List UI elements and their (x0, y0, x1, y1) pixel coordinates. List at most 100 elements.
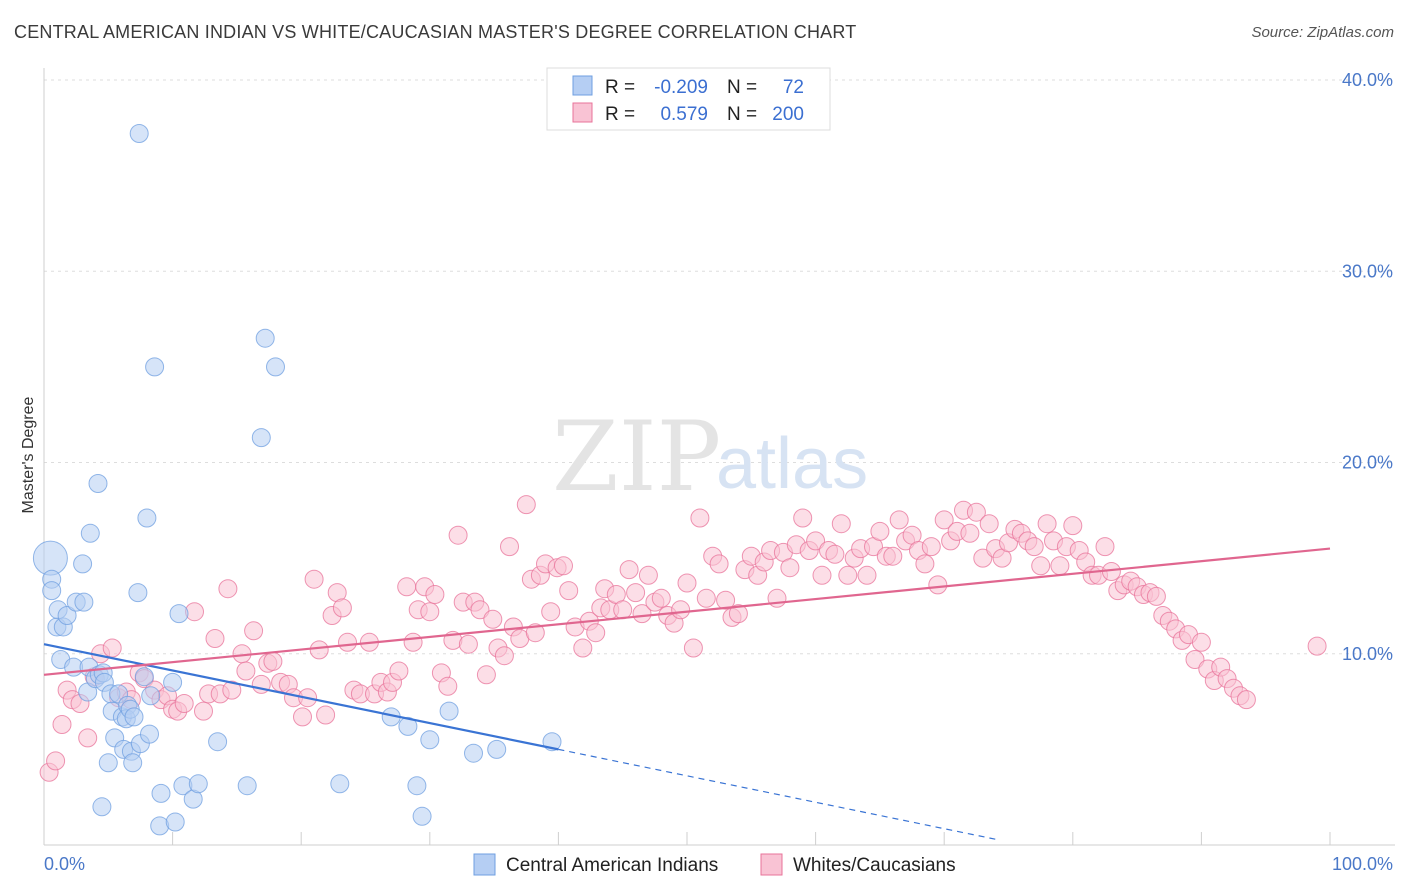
data-point-white-caucasian (831, 514, 851, 534)
data-point-white-caucasian (559, 581, 579, 601)
data-point-white-caucasian (1031, 556, 1051, 576)
data-point-central-american-indian (123, 753, 143, 773)
data-point-central-american-indian (73, 554, 93, 574)
data-point-white-caucasian (728, 604, 748, 624)
data-point-white-caucasian (244, 621, 264, 641)
data-point-central-american-indian (169, 604, 189, 624)
data-point-central-american-indian (92, 797, 112, 817)
data-point-white-caucasian (928, 575, 948, 595)
legend-r-value-2: 0.579 (660, 104, 708, 125)
data-point-central-american-indian (255, 328, 275, 348)
bottom-legend-label-blue: Central American Indians (506, 855, 718, 876)
data-point-white-caucasian (516, 495, 536, 515)
data-point-white-caucasian (425, 585, 445, 604)
data-point-white-caucasian (332, 598, 352, 618)
data-point-white-caucasian (1095, 537, 1115, 557)
data-point-central-american-indian (251, 428, 271, 448)
data-point-white-caucasian (293, 707, 312, 727)
data-point-white-caucasian (780, 558, 800, 578)
y-tick-label: 10.0% (1342, 644, 1393, 664)
data-point-white-caucasian (397, 577, 417, 597)
data-point-white-caucasian (218, 579, 238, 599)
data-point-white-caucasian (1024, 537, 1044, 557)
data-point-white-caucasian (194, 701, 213, 721)
data-point-central-american-indian (74, 592, 94, 612)
data-point-white-caucasian (889, 510, 909, 530)
data-point-central-american-indian (407, 776, 427, 796)
y-axis-label: Master's Degree (20, 396, 37, 513)
data-point-white-caucasian (309, 640, 329, 660)
data-point-central-american-indian (145, 357, 165, 377)
data-point-white-caucasian (696, 588, 716, 608)
data-point-central-american-indian (188, 774, 208, 794)
data-point-white-caucasian (1050, 556, 1070, 576)
data-point-white-caucasian (915, 554, 935, 574)
x-tick-labels: 0.0% 100.0% (44, 854, 1393, 874)
legend-r-value-1: -0.209 (654, 77, 708, 98)
data-point-central-american-indian (266, 357, 285, 377)
watermark-zip: ZIP (552, 401, 721, 513)
data-point-central-american-indian (398, 716, 418, 736)
bottom-legend-swatch-blue (473, 853, 496, 876)
data-point-white-caucasian (825, 544, 845, 564)
data-point-white-caucasian (573, 638, 593, 658)
data-point-white-caucasian (236, 661, 256, 681)
data-point-central-american-indian (420, 730, 440, 750)
data-point-white-caucasian (1146, 586, 1166, 606)
data-point-white-caucasian (1063, 516, 1083, 536)
y-tick-label: 40.0% (1342, 70, 1393, 90)
data-point-white-caucasian (1185, 650, 1205, 669)
trend-line-extension-central-american-indians (558, 748, 996, 840)
legend-n-label-1: N = (727, 77, 757, 98)
data-point-central-american-indian (237, 776, 257, 796)
data-point-central-american-indian (88, 474, 108, 493)
data-point-central-american-indian (134, 667, 154, 687)
legend-r-label-1: R = (605, 77, 635, 98)
data-point-white-caucasian (709, 554, 729, 574)
data-point-white-caucasian (78, 728, 98, 748)
data-point-white-caucasian (304, 569, 324, 589)
data-point-white-caucasian (448, 525, 468, 545)
data-point-white-caucasian (806, 531, 826, 551)
data-point-white-caucasian (619, 560, 639, 580)
x-tick-label-max: 100.0% (1332, 854, 1393, 874)
data-point-central-american-indian (80, 523, 100, 543)
data-point-white-caucasian (263, 651, 283, 671)
data-point-white-caucasian (476, 665, 496, 685)
data-point-central-american-indian (151, 783, 171, 803)
data-point-white-caucasian (973, 548, 993, 568)
series-legend: Central American Indians Whites/Caucasia… (473, 853, 956, 876)
data-point-white-caucasian (52, 715, 72, 734)
data-point-central-american-indian (124, 707, 144, 727)
x-tick-label-min: 0.0% (44, 854, 85, 874)
watermark: ZIP atlas (552, 401, 868, 513)
data-point-white-caucasian (960, 523, 980, 543)
data-point-white-caucasian (632, 604, 652, 624)
data-point-white-caucasian (389, 661, 409, 681)
data-point-white-caucasian (554, 556, 573, 576)
legend-n-label-2: N = (727, 104, 757, 125)
data-point-white-caucasian (651, 588, 671, 608)
data-point-white-caucasian (838, 565, 858, 585)
data-point-white-caucasian (1307, 636, 1327, 656)
data-point-white-caucasian (683, 638, 703, 658)
data-point-central-american-indian (98, 753, 118, 773)
data-point-central-american-indian (150, 816, 170, 836)
source-credit: Source: ZipAtlas.com (1251, 24, 1394, 41)
data-point-white-caucasian (883, 546, 903, 566)
series-whites-caucasians (39, 495, 1327, 782)
trend-line-central-american-indians (43, 643, 559, 751)
data-point-white-caucasian (1191, 632, 1211, 652)
data-point-central-american-indian (128, 583, 148, 603)
legend-r-label-2: R = (605, 104, 635, 125)
data-point-white-caucasian (870, 521, 890, 541)
data-point-central-american-indian (57, 606, 77, 625)
data-point-central-american-indian (163, 672, 183, 692)
trend-lines (43, 547, 1331, 840)
data-point-white-caucasian (525, 623, 545, 643)
legend-box (546, 67, 831, 131)
data-point-white-caucasian (205, 629, 225, 648)
data-point-central-american-indian (439, 701, 459, 721)
bottom-legend-label-pink: Whites/Caucasians (793, 855, 956, 876)
